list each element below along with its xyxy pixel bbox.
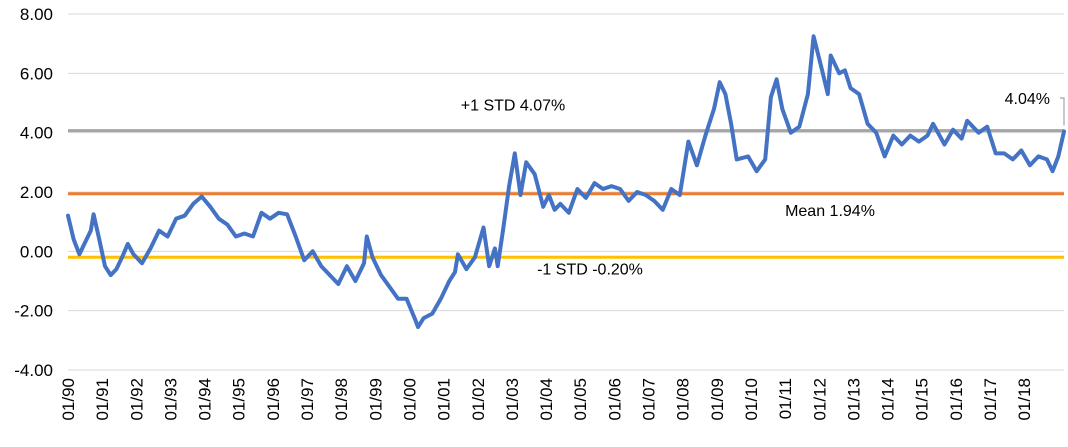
series-group [66, 34, 1066, 329]
y-tick-label: -4.00 [14, 361, 53, 380]
x-tick-label: 01/99 [366, 378, 385, 421]
x-tick-label: 01/15 [913, 378, 932, 421]
reference-line-label: +1 STD 4.07% [461, 98, 566, 115]
x-tick-label: 01/02 [469, 378, 488, 421]
x-tick-label: 01/01 [435, 378, 454, 421]
x-tick-label: 01/04 [537, 378, 556, 421]
x-tick-label: 01/08 [674, 378, 693, 421]
x-tick-label: 01/92 [127, 378, 146, 421]
x-tick-label: 01/95 [230, 378, 249, 421]
reference-lines [68, 129, 1064, 259]
x-tick-label: 01/16 [947, 378, 966, 421]
annotations: +1 STD 4.07% Mean 1.94% -1 STD -0.20% 4.04% [461, 91, 1065, 278]
x-tick-label: 01/06 [605, 378, 624, 421]
x-tick-label: 01/98 [332, 378, 351, 421]
x-tick-label: 01/11 [776, 378, 795, 419]
series-line [66, 34, 1066, 329]
reference-line-label: -1 STD -0.20% [537, 261, 643, 278]
x-tick-label: 01/10 [742, 378, 761, 421]
y-tick-label: 2.00 [20, 183, 53, 202]
y-tick-label: 8.00 [20, 5, 53, 24]
callout-leader [1060, 97, 1065, 126]
x-tick-label: 01/97 [298, 378, 317, 421]
x-tick-label: 01/90 [59, 378, 78, 421]
x-tick-label: 01/13 [844, 378, 863, 421]
y-tick-label: 6.00 [20, 64, 53, 83]
callout-label: 4.04% [1005, 91, 1050, 108]
gridlines [68, 13, 1064, 371]
x-axis-tick-labels: 01/90 01/91 01/92 01/93 01/94 01/95 01/96 01/97… [59, 378, 1034, 421]
x-tick-label: 01/91 [93, 378, 112, 421]
x-tick-label: 01/05 [571, 378, 590, 421]
x-tick-label: 01/14 [879, 378, 898, 421]
x-tick-label: 01/00 [400, 378, 419, 421]
reference-line-label: Mean 1.94% [785, 203, 875, 220]
x-tick-label: 01/94 [196, 378, 215, 421]
x-tick-label: 01/96 [264, 378, 283, 421]
y-tick-label: 4.00 [20, 124, 53, 143]
y-axis-tick-labels: 8.00 6.00 4.00 2.00 0.00 -2.00 -4.00 [14, 5, 53, 380]
x-tick-label: 01/03 [503, 378, 522, 421]
y-tick-label: 0.00 [20, 242, 53, 261]
y-tick-label: -2.00 [14, 302, 53, 321]
x-tick-label: 01/18 [1015, 378, 1034, 421]
x-tick-label: 01/93 [161, 378, 180, 421]
x-tick-label: 01/07 [640, 378, 659, 421]
x-tick-label: 01/09 [708, 378, 727, 421]
x-tick-label: 01/12 [810, 378, 829, 421]
x-tick-label: 01/17 [981, 378, 1000, 421]
